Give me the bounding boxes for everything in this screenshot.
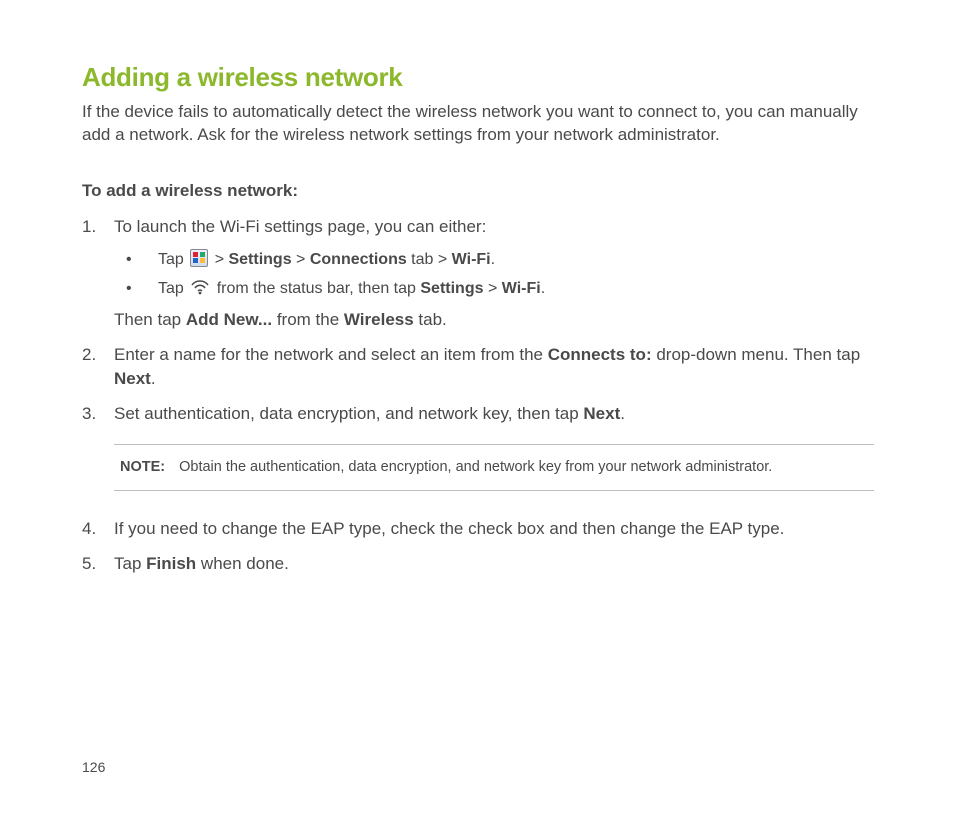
text: tab. bbox=[414, 310, 447, 329]
finish-label: Finish bbox=[146, 554, 196, 573]
next-label: Next bbox=[583, 404, 620, 423]
connects-to-label: Connects to: bbox=[548, 345, 652, 364]
connections-label: Connections bbox=[310, 251, 407, 268]
wifi-signal-icon bbox=[191, 279, 209, 295]
text: Tap bbox=[158, 251, 188, 268]
windows-start-icon bbox=[190, 249, 208, 267]
note-text: Obtain the authentication, data encrypti… bbox=[179, 459, 772, 475]
section-heading: Adding a wireless network bbox=[82, 62, 874, 93]
text: Enter a name for the network and select … bbox=[114, 345, 548, 364]
step-2: 2. Enter a name for the network and sele… bbox=[82, 343, 874, 392]
step-1-then: Then tap Add New... from the Wireless ta… bbox=[114, 308, 874, 333]
step-4: 4. If you need to change the EAP type, c… bbox=[82, 517, 874, 542]
step-1: 1. To launch the Wi-Fi settings page, yo… bbox=[82, 215, 874, 333]
text: from the status bar, then tap bbox=[212, 280, 420, 297]
steps-list: 1. To launch the Wi-Fi settings page, yo… bbox=[82, 215, 874, 577]
procedure-subhead: To add a wireless network: bbox=[82, 181, 874, 201]
step-number: 5. bbox=[82, 552, 96, 577]
wifi-label: Wi-Fi bbox=[452, 251, 491, 268]
next-label: Next bbox=[114, 369, 151, 388]
text: Set authentication, data encryption, and… bbox=[114, 404, 583, 423]
text: > bbox=[292, 251, 310, 268]
step-number: 4. bbox=[82, 517, 96, 542]
step-number: 3. bbox=[82, 402, 96, 427]
step-1-lead: To launch the Wi-Fi settings page, you c… bbox=[114, 217, 486, 236]
intro-paragraph: If the device fails to automatically det… bbox=[82, 101, 874, 147]
note-box: NOTE: Obtain the authentication, data enc… bbox=[114, 444, 874, 491]
page-number: 126 bbox=[82, 759, 105, 775]
step-5: 5. Tap Finish when done. bbox=[82, 552, 874, 577]
step-1-sublist: Tap > Settings > Connections tab > Wi-Fi… bbox=[114, 248, 874, 300]
settings-label: Settings bbox=[420, 280, 483, 297]
text: from the bbox=[272, 310, 344, 329]
note-label: NOTE: bbox=[120, 457, 165, 478]
text: . bbox=[491, 251, 495, 268]
text: . bbox=[541, 280, 545, 297]
step-3: 3. Set authentication, data encryption, … bbox=[82, 402, 874, 492]
step-1-bullet-b: Tap from the status bar, then tap Settin… bbox=[114, 277, 874, 300]
text: drop-down menu. Then tap bbox=[652, 345, 861, 364]
text: Tap bbox=[158, 280, 188, 297]
step-1-bullet-a: Tap > Settings > Connections tab > Wi-Fi… bbox=[114, 248, 874, 271]
wireless-label: Wireless bbox=[344, 310, 414, 329]
settings-label: Settings bbox=[228, 251, 291, 268]
text: > bbox=[210, 251, 228, 268]
step-number: 1. bbox=[82, 215, 96, 240]
text: Tap bbox=[114, 554, 146, 573]
add-new-label: Add New... bbox=[186, 310, 272, 329]
text: Then tap bbox=[114, 310, 186, 329]
text: . bbox=[620, 404, 625, 423]
text: tab > bbox=[407, 251, 452, 268]
step-number: 2. bbox=[82, 343, 96, 368]
text: > bbox=[484, 280, 502, 297]
wifi-label: Wi-Fi bbox=[502, 280, 541, 297]
text: . bbox=[151, 369, 156, 388]
text: If you need to change the EAP type, chec… bbox=[114, 519, 784, 538]
text: when done. bbox=[196, 554, 289, 573]
